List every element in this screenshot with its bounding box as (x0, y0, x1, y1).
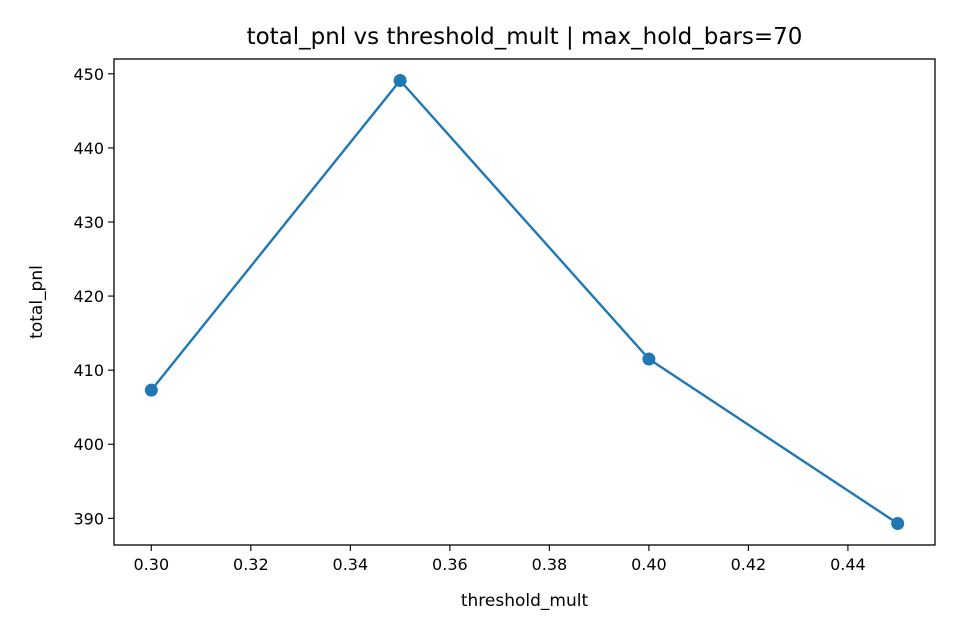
x-tick-label: 0.42 (731, 555, 767, 574)
data-point (144, 383, 158, 397)
data-point (393, 73, 407, 87)
y-tick-label: 410 (73, 361, 104, 380)
x-tick-label: 0.30 (134, 555, 170, 574)
data-point (891, 517, 905, 531)
x-axis-label: threshold_mult (461, 591, 589, 611)
y-tick-label: 400 (73, 435, 104, 454)
x-axis: 0.30 0.32 0.34 0.36 0.38 0.40 0.42 0.44 (134, 545, 866, 574)
y-tick-label: 390 (73, 509, 104, 528)
y-tick-label: 450 (73, 65, 104, 84)
y-axis: 390 400 410 420 430 440 450 (73, 65, 114, 528)
chart-title: total_pnl vs threshold_mult | max_hold_b… (247, 24, 803, 50)
x-tick-label: 0.36 (432, 555, 468, 574)
y-tick-label: 420 (73, 287, 104, 306)
y-tick-label: 430 (73, 213, 104, 232)
y-axis-label: total_pnl (27, 265, 47, 339)
data-point (642, 352, 656, 366)
axes-frame (113, 58, 936, 546)
series-line (150, 79, 899, 525)
x-tick-label: 0.44 (830, 555, 866, 574)
x-tick-label: 0.40 (631, 555, 667, 574)
series-layer (144, 73, 905, 531)
y-tick-label: 440 (73, 139, 104, 158)
x-tick-label: 0.34 (333, 555, 369, 574)
plot-area (113, 58, 936, 546)
x-tick-label: 0.32 (233, 555, 269, 574)
x-tick-label: 0.38 (532, 555, 568, 574)
